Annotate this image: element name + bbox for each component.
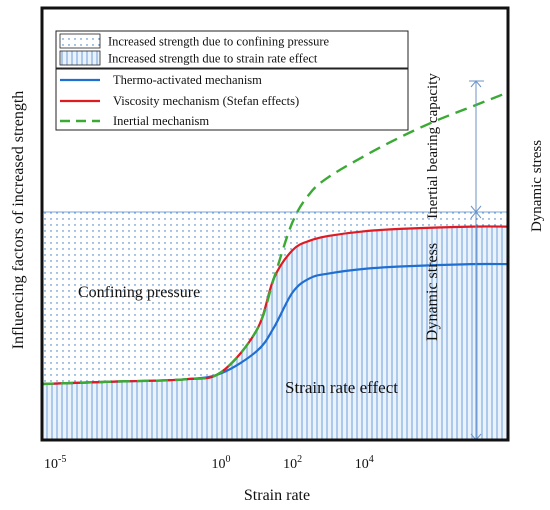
plot-frame bbox=[40, 6, 510, 442]
legend-label-thermo: Thermo-activated mechanism bbox=[113, 73, 262, 87]
x-tick-label: 100 bbox=[212, 454, 231, 472]
y-axis-label: Influencing factors of increased strengt… bbox=[10, 91, 27, 350]
x-tick-label: 104 bbox=[355, 454, 374, 472]
legend-swatch-hatch bbox=[59, 50, 101, 66]
annotation-inertial-bearing-capacity: Inertial bearing capacity bbox=[425, 73, 441, 219]
x-tick-labels: 10-5 100 102 104 bbox=[44, 454, 374, 472]
legend: Increased strength due to confining pres… bbox=[55, 30, 409, 131]
annotation-dynamic-stress-inside: Dynamic stress bbox=[424, 243, 441, 341]
legend-swatch-dots bbox=[59, 33, 101, 49]
x-tick-label: 102 bbox=[283, 454, 302, 472]
region-strain-rate-effect bbox=[42, 226, 508, 440]
region-label-strain-rate-effect: Strain rate effect bbox=[285, 378, 398, 397]
legend-label-confining: Increased strength due to confining pres… bbox=[108, 35, 330, 49]
legend-label-strain-rate: Increased strength due to strain rate ef… bbox=[108, 52, 318, 66]
x-tick-label: 10-5 bbox=[44, 454, 66, 472]
legend-label-viscosity: Viscosity mechanism (Stefan effects) bbox=[113, 94, 299, 108]
legend-label-inertial: Inertial mechanism bbox=[113, 114, 209, 128]
region-label-confining-pressure: Confining pressure bbox=[78, 284, 200, 301]
inertial-bearing-capacity-dimension bbox=[469, 80, 484, 213]
series-line-inertial bbox=[42, 91, 508, 386]
x-axis-label: Strain rate bbox=[244, 487, 310, 504]
annotation-dynamic-stress-outside: Dynamic stress bbox=[529, 140, 545, 232]
